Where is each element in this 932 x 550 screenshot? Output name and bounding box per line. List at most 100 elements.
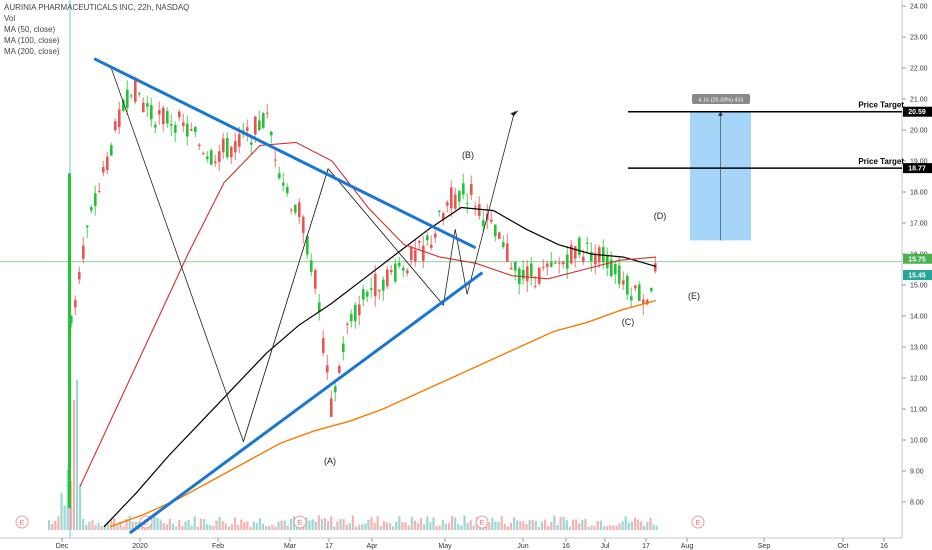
- x-tick-label: 16: [880, 543, 888, 550]
- volume-bar: [565, 520, 568, 530]
- candle-body: [634, 285, 637, 289]
- candle-body: [190, 129, 193, 131]
- volume-bar: [401, 522, 404, 530]
- volume-bar: [429, 522, 432, 530]
- volume-bar: [100, 526, 103, 530]
- candle-body: [254, 116, 257, 135]
- volume-bar: [643, 525, 646, 530]
- candle-body: [258, 120, 261, 131]
- candle-body: [554, 262, 557, 264]
- projection-arrowhead: [510, 110, 519, 117]
- volume-bar: [571, 519, 575, 530]
- candle-body: [386, 269, 389, 287]
- candle-body: [198, 144, 201, 147]
- candle-body: [134, 77, 137, 102]
- candle-body: [590, 251, 593, 262]
- earnings-label: E: [480, 520, 485, 527]
- volume-bar: [413, 520, 416, 530]
- candle-body: [338, 365, 341, 373]
- volume-bar: [351, 515, 354, 530]
- volume-bar: [637, 519, 640, 530]
- volume-bar: [547, 525, 550, 530]
- candle-body: [314, 270, 317, 289]
- candle-body: [606, 254, 609, 268]
- candle-body: [514, 261, 517, 271]
- volume-bar: [134, 521, 137, 530]
- volume-bar: [131, 521, 134, 530]
- candle-body: [70, 315, 73, 324]
- volume-bar: [519, 521, 522, 530]
- volume-bar: [590, 525, 593, 530]
- candle-body: [358, 304, 361, 316]
- volume-bar: [60, 492, 63, 530]
- earnings-label: E: [696, 520, 701, 527]
- candle-body: [170, 124, 173, 126]
- y-tick-label: 20.00: [910, 128, 928, 135]
- candle-body: [274, 159, 277, 161]
- y-tick-label: 15.00: [910, 283, 928, 290]
- candle-body: [270, 131, 273, 136]
- volume-bar: [116, 525, 119, 530]
- candle-body: [534, 285, 537, 287]
- volume-bar: [553, 515, 556, 530]
- candle-body: [442, 213, 445, 221]
- volume-bar: [274, 526, 277, 530]
- volume-bar: [485, 525, 488, 530]
- candle-body: [310, 260, 313, 272]
- volume-bar: [575, 519, 578, 530]
- x-tick-label: Feb: [212, 543, 224, 550]
- y-tick-label: 14.00: [910, 314, 928, 321]
- candle-body: [374, 273, 377, 297]
- volume-bar: [395, 521, 398, 530]
- y-tick-label: 18.00: [910, 190, 928, 197]
- candle-body: [194, 127, 197, 133]
- candle-body: [90, 207, 93, 211]
- candle-body: [94, 193, 97, 207]
- candle-body: [202, 153, 205, 155]
- candle-body: [490, 219, 493, 222]
- x-tick-label: Aug: [681, 543, 694, 550]
- measure-label: 4.15 (25.33%) 415: [698, 98, 743, 104]
- volume-bar: [454, 517, 457, 530]
- candle-body: [186, 123, 189, 137]
- volume-bar: [119, 521, 122, 530]
- candle-body: [510, 267, 513, 270]
- volume-bar: [258, 518, 261, 530]
- volume-bar: [420, 518, 423, 530]
- chart-legend: AURINIA PHARMACEUTICALS INC, 22h, NASDAQ…: [4, 2, 189, 57]
- candle-body: [430, 244, 433, 248]
- volume-bar: [503, 524, 506, 530]
- candle-body: [234, 141, 237, 153]
- volume-bar: [348, 523, 351, 530]
- volume-bar: [94, 525, 97, 530]
- candle-body: [222, 138, 225, 153]
- candle-body: [406, 270, 409, 274]
- volume-bar: [327, 520, 330, 530]
- candle-body: [594, 253, 597, 265]
- candle-body: [286, 187, 289, 194]
- candle-body: [226, 138, 229, 157]
- candle-body: [162, 107, 165, 125]
- volume-bar: [314, 521, 317, 530]
- volume-bar: [330, 516, 333, 530]
- volume-bar: [252, 521, 255, 530]
- y-tick-label: 8.00: [910, 500, 924, 507]
- volume-bar: [640, 521, 643, 530]
- volume-bar: [606, 526, 609, 530]
- legend-ma200: MA (200, close): [4, 47, 60, 56]
- volume-bar: [336, 521, 339, 530]
- volume-bar: [175, 526, 178, 530]
- volume-bar: [277, 521, 280, 530]
- candle-body: [498, 232, 501, 240]
- volume-bar: [404, 522, 407, 530]
- candle-body: [362, 289, 365, 300]
- volume-bar: [196, 526, 199, 530]
- inner-line: [243, 168, 329, 442]
- volume-bar: [224, 523, 227, 530]
- volume-bar: [153, 515, 156, 530]
- x-tick-label: 16: [562, 543, 570, 550]
- volume-bar: [469, 520, 472, 530]
- candle-body: [158, 110, 161, 115]
- x-tick-label: 2020: [132, 543, 148, 550]
